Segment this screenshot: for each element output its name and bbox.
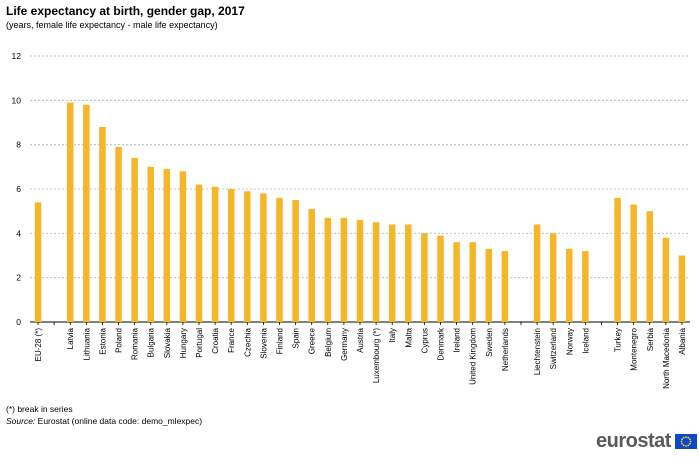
x-tick-label: Liechtenstein — [533, 328, 542, 375]
bar — [244, 191, 251, 322]
bar — [163, 169, 171, 322]
bar — [115, 146, 122, 322]
bar — [437, 235, 444, 322]
x-tick-label: Slovenia — [259, 327, 268, 358]
bar — [83, 104, 90, 323]
x-tick-label: Slovakia — [163, 327, 172, 358]
eu-flag-icon — [674, 434, 697, 449]
bar — [276, 197, 283, 322]
bar — [99, 126, 106, 322]
x-tick-label: Turkey — [614, 328, 623, 352]
bar — [372, 222, 380, 322]
bar — [340, 217, 348, 322]
x-tick-label: Germany — [340, 328, 349, 361]
x-tick-label: Serbia — [646, 327, 655, 351]
x-tick-label: EU-28 (*) — [34, 328, 43, 362]
y-tick-label: 0 — [16, 317, 21, 327]
bar — [179, 171, 187, 322]
x-tick-label: Estonia — [98, 327, 107, 354]
x-tick-label: Netherlands — [501, 328, 510, 371]
x-tick-label: Greece — [308, 327, 317, 354]
bar — [533, 224, 541, 322]
bar — [678, 255, 686, 322]
x-tick-label: Montenegro — [630, 327, 639, 370]
logo-text: eurostat — [596, 430, 671, 452]
bar — [260, 193, 267, 322]
footnote: (*) break in series — [6, 404, 73, 414]
x-tick-label: Spain — [292, 328, 301, 348]
source-note: Source: Eurostat (online data code: demo… — [6, 416, 202, 426]
y-tick-label: 12 — [12, 51, 22, 61]
x-tick-label: Austria — [356, 327, 365, 352]
source-label: Source: — [6, 416, 36, 426]
x-tick-label: Iceland — [581, 328, 590, 354]
bar — [485, 248, 493, 322]
bar — [66, 102, 74, 322]
bar — [227, 189, 235, 322]
bar — [324, 217, 332, 322]
y-tick-label: 10 — [12, 95, 22, 105]
bar — [662, 237, 670, 322]
x-tick-label: Portugal — [195, 328, 204, 358]
x-tick-label: Denmark — [436, 327, 445, 360]
bar — [195, 184, 203, 322]
x-tick-label: Bulgaria — [147, 327, 156, 357]
chart-title: Life expectancy at birth, gender gap, 20… — [6, 4, 245, 18]
x-tick-label: Norway — [565, 328, 574, 355]
bar — [566, 248, 573, 322]
bar — [211, 186, 219, 322]
x-tick-label: Poland — [115, 328, 124, 353]
bar — [131, 157, 138, 322]
x-tick-label: Croatia — [211, 327, 220, 353]
x-tick-label: Ireland — [453, 328, 462, 352]
eurostat-logo: eurostat — [596, 430, 697, 453]
bar — [549, 233, 557, 322]
bar — [421, 233, 428, 322]
bar — [469, 242, 476, 322]
bar — [356, 220, 364, 322]
bar — [501, 251, 509, 322]
x-tick-label: France — [227, 327, 236, 352]
bar — [405, 224, 412, 322]
bar — [614, 197, 621, 322]
bar — [388, 224, 396, 322]
bar — [453, 242, 460, 322]
bar — [34, 202, 42, 322]
bar — [646, 211, 654, 322]
x-tick-label: Sweden — [485, 328, 494, 357]
x-tick-label: North Macedonia — [662, 327, 671, 388]
bar — [308, 208, 315, 322]
x-tick-label: United Kingdom — [469, 328, 478, 385]
x-tick-label: Cyprus — [420, 328, 429, 353]
bar — [582, 251, 589, 322]
x-tick-label: Hungary — [179, 328, 188, 358]
y-tick-label: 8 — [16, 140, 21, 150]
x-tick-label: Czechia — [243, 327, 252, 356]
bar — [292, 200, 299, 322]
x-tick-label: Romania — [131, 327, 140, 360]
x-tick-label: Malta — [404, 327, 413, 347]
x-tick-label: Albania — [678, 327, 687, 354]
bar — [630, 204, 637, 322]
y-tick-label: 4 — [16, 228, 21, 238]
y-tick-label: 2 — [16, 273, 21, 283]
x-tick-label: Lithuania — [82, 327, 91, 360]
x-tick-label: Luxembourg (*) — [372, 328, 381, 383]
chart-subtitle: (years, female life expectancy - male li… — [6, 20, 218, 30]
x-tick-label: Italy — [388, 328, 397, 343]
x-tick-label: Finland — [276, 328, 285, 354]
bar — [147, 166, 154, 322]
source-text: Eurostat (online data code: demo_mlexpec… — [35, 416, 203, 426]
x-tick-label: Switzerland — [549, 328, 558, 369]
x-tick-label: Latvia — [66, 327, 75, 349]
x-tick-label: Belgium — [324, 328, 333, 357]
y-tick-label: 6 — [16, 184, 21, 194]
bar-chart: 0 2 4 6 8 10 12 EU-28 (*) Latvia Lithuania Estonia… — [12, 51, 690, 389]
